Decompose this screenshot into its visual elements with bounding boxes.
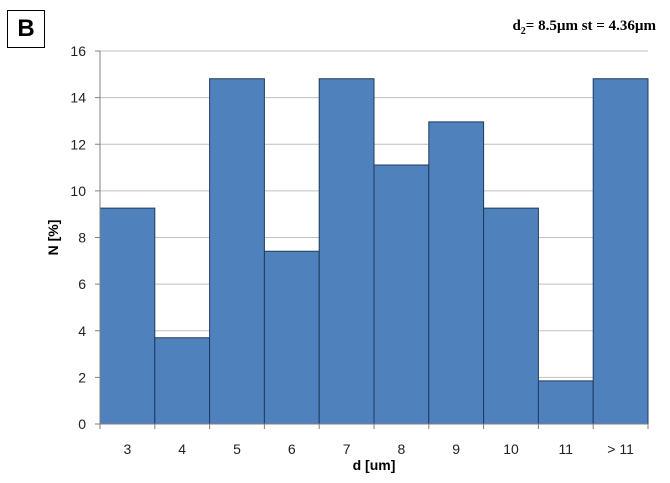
y-tick-label: 12 (70, 136, 86, 152)
stats-annotation: d2= 8.5µm st = 4.36µm (512, 18, 656, 37)
y-tick-label: 2 (78, 369, 86, 385)
x-axis-title: d [um] (353, 457, 396, 473)
y-tick-label: 10 (70, 183, 86, 199)
bar (318, 78, 375, 425)
bar (592, 78, 649, 425)
d-subscript: 2 (520, 26, 526, 37)
x-tick-label: 5 (233, 441, 241, 457)
x-tick-label: 10 (503, 441, 519, 457)
y-tick-label: 4 (78, 323, 86, 339)
panel-label: B (7, 10, 45, 48)
x-tick-label: 4 (178, 441, 186, 457)
d-value: = 8.5µm (525, 18, 578, 34)
y-tick-label: 16 (70, 43, 86, 59)
d-symbol: d (512, 18, 521, 34)
y-tick-label: 8 (78, 230, 86, 246)
bar (99, 207, 156, 425)
y-tick-label: 0 (78, 416, 86, 432)
x-tick-label: 7 (343, 441, 351, 457)
bar (154, 337, 211, 425)
st-text: st = 4.36µm (581, 18, 656, 34)
x-tick-label: 11 (559, 441, 574, 457)
x-tick-label: 9 (452, 441, 460, 457)
bar (373, 164, 430, 425)
bar (263, 250, 320, 425)
x-tick-label: > 11 (607, 441, 634, 457)
x-tick-label: 3 (124, 441, 132, 457)
y-tick-label: 14 (70, 90, 86, 106)
y-axis-title: N [%] (45, 220, 61, 256)
x-tick-label: 8 (398, 441, 406, 457)
x-tick-label: 6 (288, 441, 296, 457)
y-tick-label: 6 (78, 276, 86, 292)
bar (537, 380, 594, 425)
bar (483, 207, 539, 425)
bar (428, 121, 485, 425)
bar (209, 78, 265, 425)
